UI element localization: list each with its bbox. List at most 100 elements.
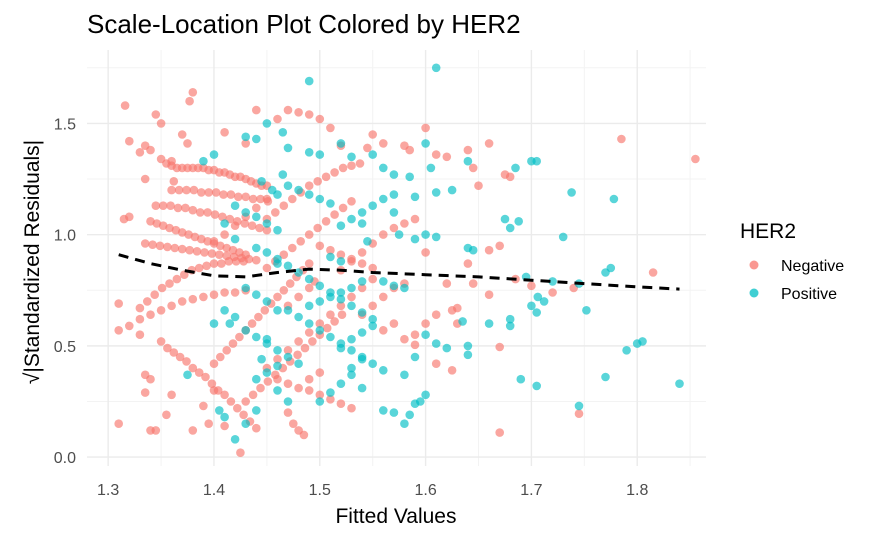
data-point-positive <box>273 361 282 371</box>
data-point-positive <box>273 306 282 315</box>
data-point-negative <box>368 263 378 273</box>
data-point-negative <box>218 212 227 222</box>
data-point-positive <box>675 379 684 389</box>
data-point-negative <box>336 250 346 259</box>
data-point-negative <box>167 390 176 400</box>
data-point-positive <box>336 379 346 389</box>
data-point-negative <box>321 172 331 182</box>
data-point-positive <box>230 234 240 244</box>
data-point-negative <box>140 239 150 248</box>
data-point-negative <box>330 168 339 177</box>
data-point-positive <box>262 219 272 228</box>
data-point-negative <box>177 130 187 139</box>
data-point-positive <box>336 257 346 266</box>
data-point-negative <box>357 259 367 268</box>
data-point-positive <box>347 334 356 344</box>
data-point-positive <box>294 312 303 322</box>
data-point-positive <box>273 225 282 235</box>
data-point-negative <box>283 346 293 355</box>
data-point-negative <box>313 223 323 233</box>
data-point-positive <box>241 419 250 429</box>
data-point-positive <box>183 370 192 380</box>
data-point-negative <box>220 390 229 400</box>
data-point-negative <box>288 243 297 253</box>
data-point-negative <box>304 110 314 119</box>
data-point-positive <box>421 390 430 400</box>
data-point-positive <box>368 314 378 324</box>
data-point-negative <box>442 279 452 288</box>
data-point-positive <box>273 346 282 355</box>
data-point-positive <box>447 185 457 195</box>
data-point-negative <box>135 303 145 313</box>
data-point-negative <box>405 145 415 155</box>
data-point-positive <box>389 281 399 291</box>
data-point-negative <box>410 214 420 224</box>
y-tick-label: 0.0 <box>54 450 76 467</box>
data-point-negative <box>189 185 199 195</box>
data-point-negative <box>135 330 145 340</box>
data-point-positive <box>389 190 399 199</box>
data-point-positive <box>533 292 543 302</box>
data-point-positive <box>505 223 515 233</box>
data-point-positive <box>225 319 235 328</box>
data-point-negative <box>209 237 219 246</box>
data-point-negative <box>400 219 409 228</box>
data-point-positive <box>262 119 272 128</box>
data-point-negative <box>463 259 473 268</box>
data-point-negative <box>336 399 346 409</box>
data-point-positive <box>431 232 441 242</box>
data-point-positive <box>336 221 346 230</box>
data-point-negative <box>421 319 430 328</box>
data-point-negative <box>285 279 295 288</box>
data-point-negative <box>195 208 205 217</box>
data-point-positive <box>379 406 388 415</box>
data-point-negative <box>648 268 658 277</box>
data-point-negative <box>125 136 134 146</box>
data-point-negative <box>294 292 303 302</box>
data-point-positive <box>326 388 335 397</box>
data-point-negative <box>336 301 346 311</box>
data-point-negative <box>204 188 213 197</box>
data-point-negative <box>231 257 241 266</box>
data-point-negative <box>204 419 213 429</box>
y-axis-ticks: 0.0 0.5 1.0 1.5 <box>54 116 76 467</box>
data-point-negative <box>355 159 365 168</box>
data-point-negative <box>239 257 248 266</box>
data-point-negative <box>228 339 238 348</box>
trend-line <box>118 253 680 291</box>
data-point-negative <box>322 323 332 333</box>
data-point-negative <box>251 105 261 115</box>
data-point-negative <box>156 119 166 128</box>
data-point-negative <box>254 312 263 322</box>
data-point-negative <box>447 366 457 375</box>
grid-lines <box>87 50 706 466</box>
x-axis-title: Fitted Values <box>335 505 456 528</box>
data-point-negative <box>199 292 208 302</box>
series-negative <box>114 88 700 458</box>
data-point-negative <box>219 190 228 199</box>
data-point-positive <box>539 297 549 306</box>
data-point-negative <box>220 288 229 297</box>
data-point-negative <box>338 203 348 213</box>
data-point-negative <box>220 230 229 239</box>
data-point-negative <box>248 390 258 400</box>
data-point-negative <box>294 337 303 346</box>
data-point-positive <box>251 243 261 253</box>
data-point-negative <box>304 283 314 293</box>
data-point-negative <box>495 428 505 437</box>
data-point-negative <box>235 332 244 342</box>
data-point-positive <box>463 243 473 253</box>
data-point-negative <box>368 301 378 311</box>
data-point-negative <box>203 208 212 217</box>
legend-title: HER2 <box>740 220 796 243</box>
data-point-positive <box>273 254 282 264</box>
y-axis-title: √|Standardized Residuals| <box>21 140 44 384</box>
data-point-positive <box>347 346 356 355</box>
data-point-positive <box>431 63 441 73</box>
data-point-positive <box>606 263 616 273</box>
data-point-negative <box>158 201 168 210</box>
data-point-positive <box>368 201 378 210</box>
data-point-positive <box>532 381 541 391</box>
data-point-positive <box>368 321 378 331</box>
x-tick-label: 1.5 <box>309 482 331 499</box>
